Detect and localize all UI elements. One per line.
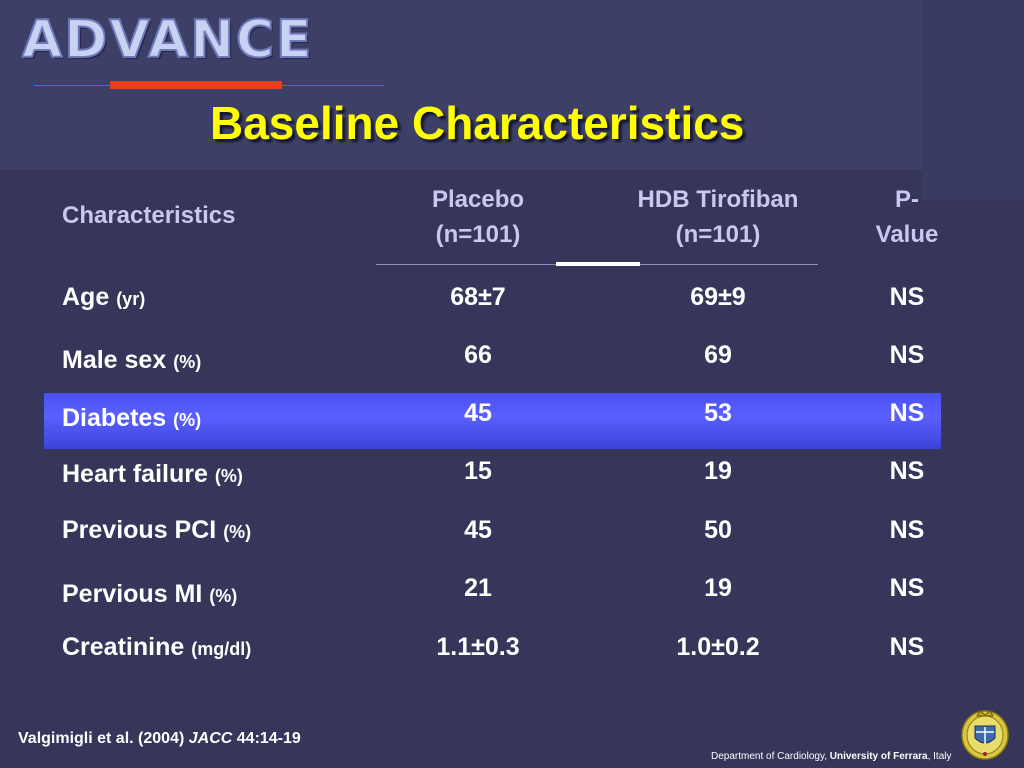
citation: Valgimigli et al. (2004) JACC 44:14-19 — [18, 730, 301, 748]
row-label: Age (yr) — [62, 283, 145, 312]
header-panel-side — [922, 0, 1024, 200]
highlighted-row-band — [44, 393, 941, 449]
p-value: NS — [889, 283, 925, 311]
tirofiban-value: 69 — [704, 341, 732, 369]
column-header-pvalue-line2: Value — [875, 221, 939, 248]
placebo-value: 1.1±0.3 — [436, 633, 520, 661]
row-label-unit: (%) — [173, 352, 202, 372]
column-header-placebo: Placebo (n=101) — [400, 182, 556, 252]
dept-prefix: Department of Cardiology, — [711, 751, 827, 762]
citation-journal: JACC — [188, 730, 233, 747]
tirofiban-value: 1.0±0.2 — [676, 633, 760, 661]
header-divider-accent — [556, 262, 640, 266]
placebo-value: 66 — [464, 341, 492, 369]
row-label-unit: (%) — [223, 522, 252, 542]
row-label: Male sex (%) — [62, 346, 201, 375]
column-header-tirofiban-line2: (n=101) — [675, 221, 761, 248]
row-label: Heart failure (%) — [62, 460, 243, 489]
row-label: Pervious MI (%) — [62, 580, 237, 609]
p-value: NS — [889, 457, 925, 485]
column-header-pvalue-line1: P- — [895, 186, 919, 213]
column-header-characteristics-label: Characteristics — [62, 202, 236, 229]
advance-logo: ADVANCE — [21, 10, 314, 70]
citation-ref: 44:14-19 — [236, 730, 301, 747]
column-header-pvalue: P- Value — [850, 182, 964, 252]
tirofiban-value: 19 — [704, 574, 732, 602]
column-header-characteristics: Characteristics — [62, 198, 235, 233]
row-label-unit: (%) — [173, 410, 202, 430]
p-value: NS — [889, 341, 925, 369]
row-label-text: Heart failure — [62, 460, 208, 488]
row-label-text: Previous PCI — [62, 516, 217, 544]
university-seal-icon — [961, 710, 1009, 760]
column-header-placebo-line2: (n=101) — [435, 221, 521, 248]
row-label-unit: (%) — [209, 586, 238, 606]
placebo-value: 15 — [464, 457, 492, 485]
tirofiban-value: 19 — [704, 457, 732, 485]
placebo-value: 68±7 — [450, 283, 506, 311]
row-label-unit: (yr) — [116, 289, 146, 309]
row-label-text: Diabetes — [62, 404, 167, 432]
row-label: Diabetes (%) — [62, 404, 201, 433]
dept-suffix: , Italy — [927, 751, 952, 762]
tirofiban-value: 69±9 — [690, 283, 746, 311]
tirofiban-value: 53 — [704, 399, 732, 427]
p-value: NS — [889, 516, 925, 544]
placebo-value: 45 — [464, 516, 492, 544]
placebo-value: 45 — [464, 399, 492, 427]
row-label-unit: (mg/dl) — [191, 639, 252, 659]
row-label-text: Creatinine — [62, 633, 185, 661]
row-label-text: Male sex — [62, 346, 167, 374]
placebo-value: 21 — [464, 574, 492, 602]
column-header-tirofiban-line1: HDB Tirofiban — [637, 186, 799, 213]
row-label-unit: (%) — [214, 466, 243, 486]
row-label: Creatinine (mg/dl) — [62, 633, 251, 662]
row-label-text: Age — [62, 283, 110, 311]
row-label: Previous PCI (%) — [62, 516, 251, 545]
p-value: NS — [889, 574, 925, 602]
tirofiban-value: 50 — [704, 516, 732, 544]
logo-accent-bar — [110, 81, 282, 89]
column-header-placebo-line1: Placebo — [431, 186, 525, 213]
department-credit: Department of Cardiology, University of … — [711, 751, 952, 762]
column-header-tirofiban: HDB Tirofiban (n=101) — [610, 182, 826, 252]
dept-university: University of Ferrara — [829, 751, 928, 762]
citation-authors: Valgimigli et al. (2004) — [18, 730, 185, 747]
p-value: NS — [889, 633, 925, 661]
p-value: NS — [889, 399, 925, 427]
row-label-text: Pervious MI — [62, 580, 203, 608]
slide-title: Baseline Characteristics — [210, 97, 745, 149]
